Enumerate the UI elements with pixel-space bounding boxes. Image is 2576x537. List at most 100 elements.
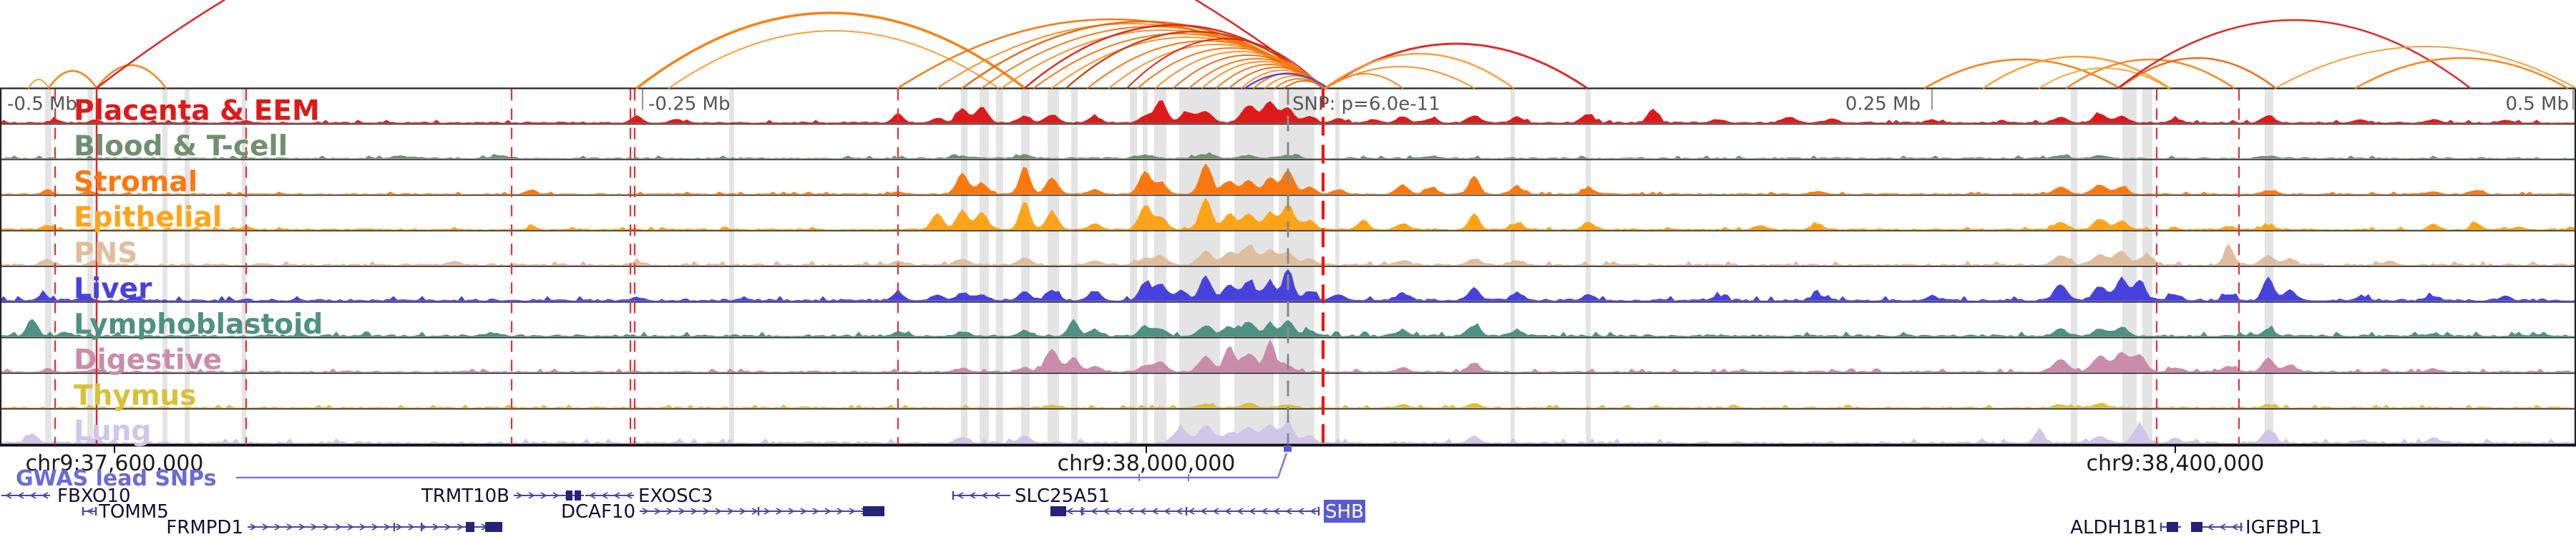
strand-arrow-right xyxy=(384,523,391,531)
strand-arrow-right xyxy=(359,523,366,531)
gene-label-igfbpl1: IGFBPL1 xyxy=(2245,517,2322,537)
strand-arrow-left xyxy=(1200,508,1207,515)
interaction-arc xyxy=(2354,57,2569,89)
interaction-arc xyxy=(2117,19,2472,89)
strand-arrow-right xyxy=(311,523,318,531)
interaction-arc xyxy=(1326,73,1403,89)
strand-arrow-left xyxy=(87,508,94,515)
ruler-label: 0.25 Mb xyxy=(1845,93,1921,115)
gene-exon xyxy=(2167,522,2178,532)
gene-exon xyxy=(566,490,572,500)
gene-label-highlight-box xyxy=(1324,500,1365,523)
gene-label-slc25a51: SLC25A51 xyxy=(1015,485,1110,507)
strand-arrow-left xyxy=(1285,508,1292,515)
track-label-stromal: Stromal xyxy=(74,166,197,198)
strand-arrow-left xyxy=(2219,523,2226,531)
strand-arrow-left xyxy=(1297,508,1304,515)
interaction-arc xyxy=(668,30,999,89)
strand-arrow-left xyxy=(1176,508,1183,515)
strand-arrow-left xyxy=(17,492,24,499)
strand-arrow-right xyxy=(703,508,710,515)
track-label-digestive: Digestive xyxy=(74,344,222,377)
gene-exon xyxy=(575,490,581,500)
gene-exon xyxy=(466,522,474,532)
strand-arrow-right xyxy=(262,523,269,531)
strand-arrow-right xyxy=(408,523,415,531)
track-label-epithelial: Epithelial xyxy=(74,202,222,234)
strand-arrow-right xyxy=(250,523,257,531)
interaction-arc xyxy=(2065,58,2235,89)
strand-arrow-left xyxy=(1151,508,1158,515)
strand-arrow-right xyxy=(654,508,661,515)
interaction-arc xyxy=(1244,72,1330,89)
coordinate-label: chr9:38,000,000 xyxy=(1058,451,1236,476)
gene-label-dcaf10: DCAF10 xyxy=(561,501,635,523)
ruler-label: -0.25 Mb xyxy=(648,93,730,115)
strand-arrow-right xyxy=(298,523,306,531)
gene-tomm5: TOMM5 xyxy=(82,501,169,523)
labels-layer: -0.5 Mb -0.25 Mb SNP: p=6.0e-11 0.25 Mb 0.5 … xyxy=(7,93,2569,448)
track-label-lymphoblastoid: Lymphoblastoid xyxy=(74,309,323,341)
strand-arrow-right xyxy=(800,508,807,515)
ruler-label: SNP: p=6.0e-11 xyxy=(1292,93,1440,115)
gene-shb: SHB xyxy=(1050,500,1365,523)
strand-arrow-left xyxy=(1091,508,1098,515)
track-label-liver: Liver xyxy=(74,273,152,305)
gene-label-exosc3: EXOSC3 xyxy=(638,485,713,507)
coordinate-label: chr9:38,400,000 xyxy=(2087,451,2265,476)
gwas-lead-snps-label: GWAS lead SNPs xyxy=(16,466,216,491)
strand-arrow-right xyxy=(751,508,758,515)
gene-dcaf10: DCAF10 xyxy=(561,501,884,523)
strand-arrow-left xyxy=(1309,508,1317,515)
interaction-arc xyxy=(1923,58,2121,89)
gene-fbxo10: FBXO10 xyxy=(1,485,131,507)
interaction-arc xyxy=(1284,80,1325,89)
strand-arrow-right xyxy=(727,508,734,515)
gene-label-trmt10b: TRMT10B xyxy=(421,485,509,507)
coordinate-label: chr9:37,600,000 xyxy=(26,451,204,476)
strand-arrow-left xyxy=(613,492,620,499)
interaction-arc xyxy=(2039,67,2169,89)
strand-arrow-left xyxy=(957,492,964,499)
strand-arrow-left xyxy=(1103,508,1110,515)
gene-label-aldh1b1: ALDH1B1 xyxy=(2070,517,2158,537)
gwas-snp-marker xyxy=(1284,445,1292,452)
strand-arrow-right xyxy=(420,523,427,531)
strand-arrow-left xyxy=(1139,508,1146,515)
gwas-elbow xyxy=(1277,453,1288,478)
gene-trmt10b: TRMT10B xyxy=(421,485,584,507)
strand-arrow-right xyxy=(396,523,403,531)
strand-arrow-right xyxy=(776,508,783,515)
strand-arrow-right xyxy=(788,508,795,515)
guide-lines-layer xyxy=(54,89,2575,445)
gene-exon xyxy=(863,506,884,516)
strand-arrow-left xyxy=(2231,523,2238,531)
strand-arrow-right xyxy=(540,492,547,499)
gene-igfbpl1: IGFBPL1 xyxy=(2191,517,2322,537)
strand-arrow-right xyxy=(824,508,831,515)
strand-arrow-right xyxy=(715,508,722,515)
interaction-arc xyxy=(95,64,167,89)
strand-arrow-left xyxy=(1273,508,1280,515)
gene-exon xyxy=(1050,506,1066,516)
strand-arrow-right xyxy=(371,523,379,531)
strand-arrow-right xyxy=(552,492,560,499)
strand-arrow-left xyxy=(1212,508,1219,515)
strand-arrow-right xyxy=(286,523,293,531)
interaction-arc xyxy=(1126,38,1324,89)
strand-arrow-left xyxy=(1224,508,1231,515)
strand-arrow-left xyxy=(1078,508,1085,515)
gene-aldh1b1: ALDH1B1 xyxy=(2070,517,2181,537)
strand-arrow-left xyxy=(1066,508,1073,515)
gene-exon xyxy=(485,522,502,532)
strand-arrow-right xyxy=(849,508,856,515)
strand-arrow-left xyxy=(42,492,49,499)
ruler-label: -0.5 Mb xyxy=(7,93,77,115)
track-label-blood-t-cell: Blood & T-cell xyxy=(74,130,288,163)
interaction-arc xyxy=(1982,55,2171,89)
strand-arrow-left xyxy=(969,492,976,499)
interaction-arc xyxy=(28,79,49,89)
strand-arrow-left xyxy=(1261,508,1268,515)
strand-arrow-right xyxy=(836,508,844,515)
